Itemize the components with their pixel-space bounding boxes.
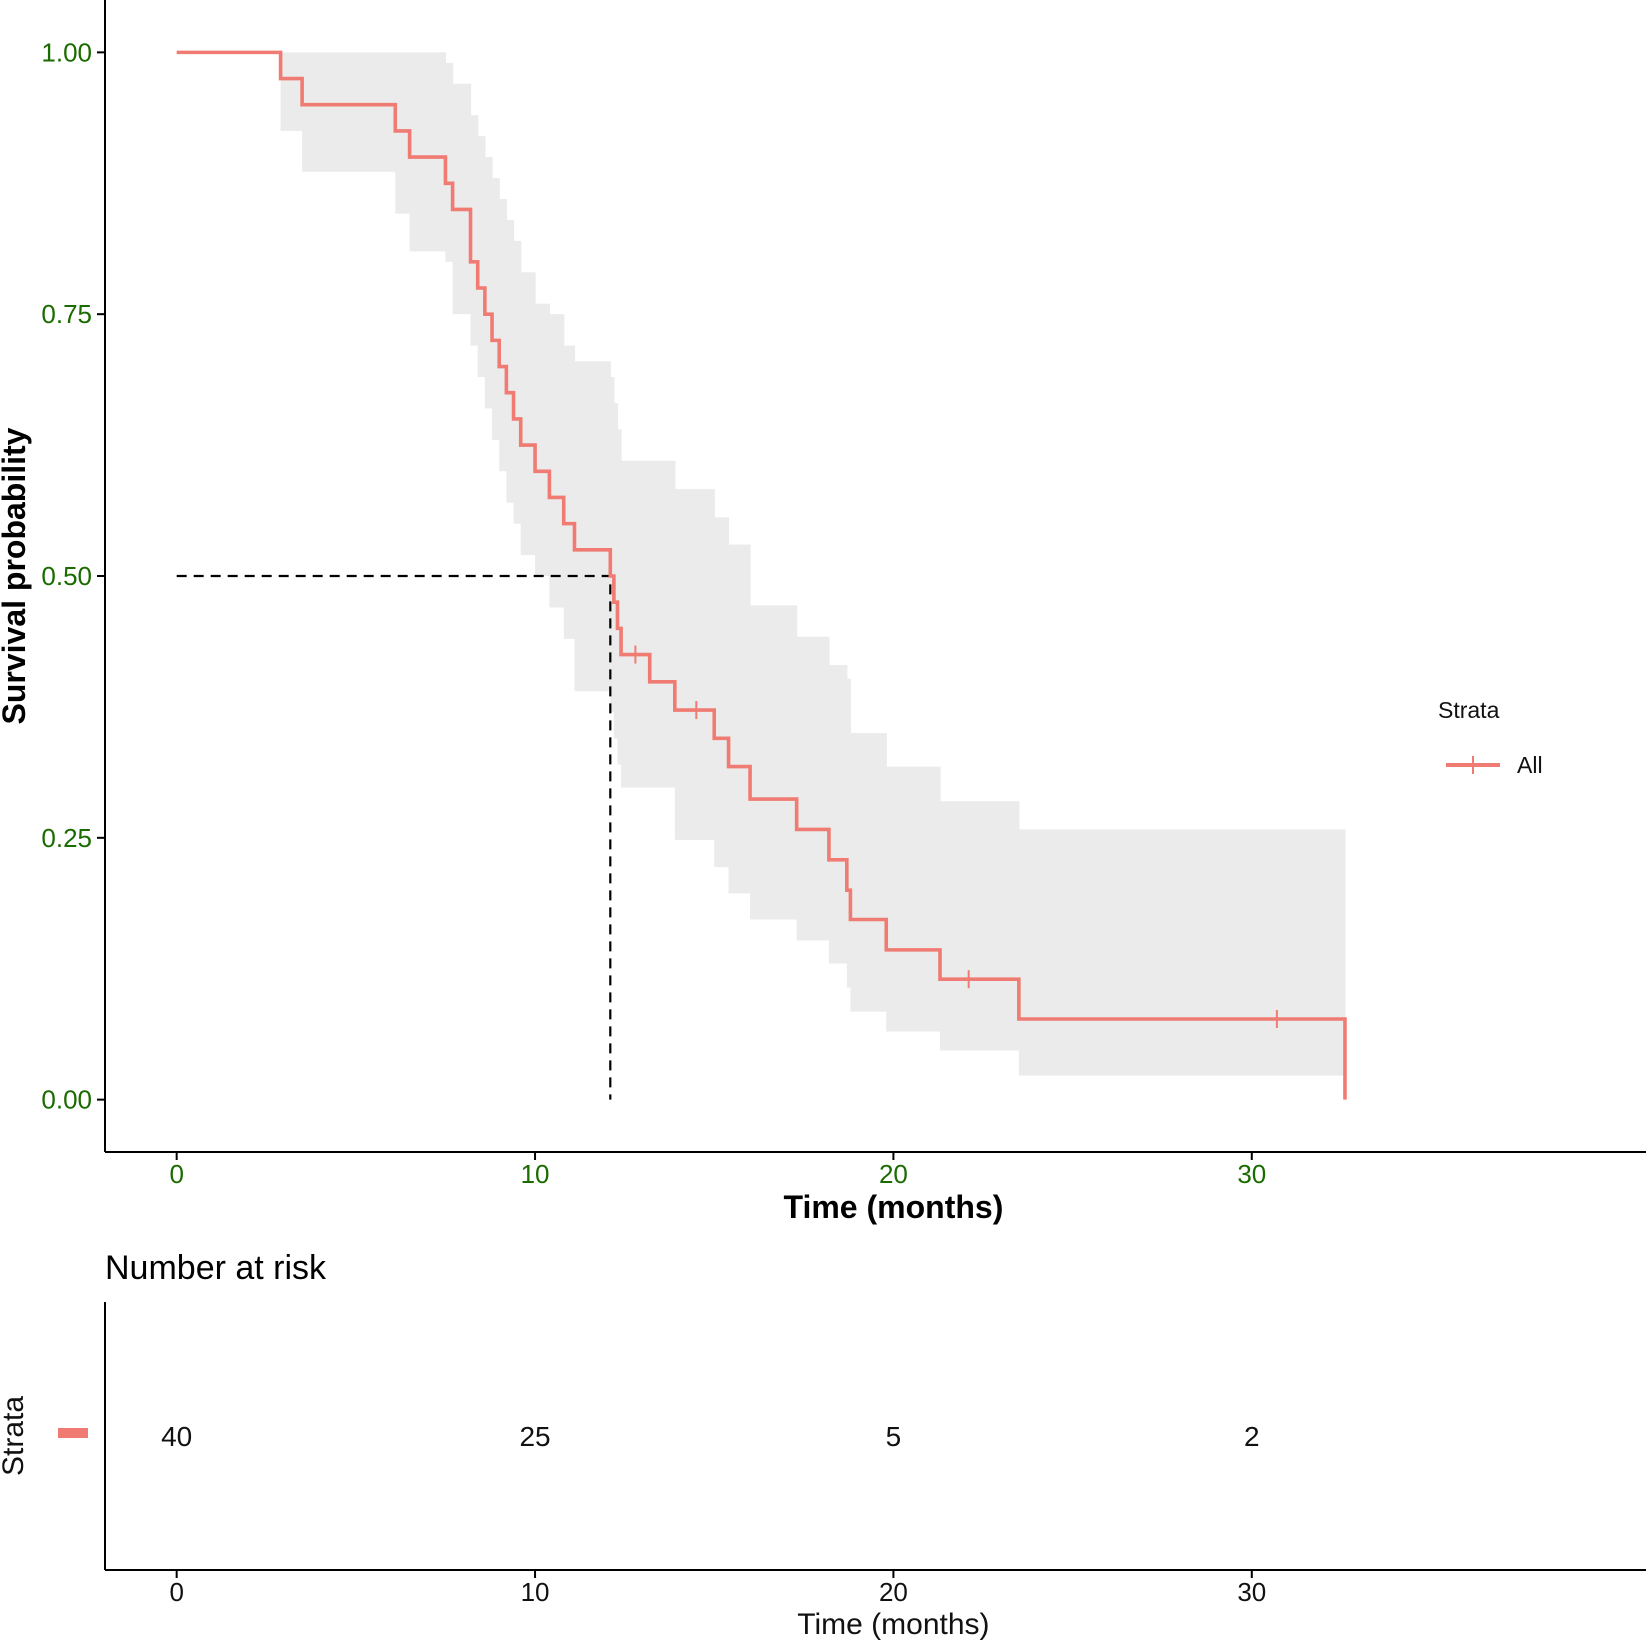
legend-title: Strata (1438, 697, 1500, 723)
ci-band-segment (302, 52, 396, 172)
x-tick-label: 30 (1237, 1159, 1266, 1189)
ci-band-segment (445, 62, 454, 262)
y-axis-title: Survival probability (0, 427, 32, 724)
ci-band-segment (714, 517, 730, 868)
ci-band-segment (470, 115, 479, 346)
x-axis-ticks: 0 10 20 30 (169, 1152, 1266, 1189)
ci-band-segment (617, 429, 622, 765)
ci-band-segment (886, 766, 941, 1032)
survival-curve-all (176, 50, 1347, 1100)
risk-strata-swatch (58, 1428, 88, 1438)
ci-band-segment (940, 801, 1020, 1051)
ci-band-segment (796, 636, 830, 941)
ci-band-segment (492, 178, 500, 440)
y-tick-label: 1.00 (41, 37, 92, 67)
ci-band-segment (750, 605, 798, 920)
ci-band-segment (563, 345, 576, 639)
ci-band-segment (610, 377, 615, 713)
ci-band-segment (506, 219, 515, 503)
risk-table-x-ticks: 0 10 20 30 (169, 1570, 1266, 1607)
x-tick-label: 20 (879, 1159, 908, 1189)
ci-band-segment (1018, 829, 1346, 1076)
ci-band-segment (649, 460, 676, 788)
legend-entry-all: All (1517, 752, 1543, 778)
x-tick-label: 10 (521, 1159, 550, 1189)
x-axis-title: Time (months) (783, 1189, 1003, 1225)
risk-table-y-title: Strata (0, 1396, 30, 1476)
ci-band-segment (850, 733, 887, 1012)
risk-x-tick-label: 0 (169, 1577, 183, 1607)
legend: Strata All (1438, 697, 1543, 778)
risk-x-tick-label: 20 (879, 1577, 908, 1607)
ci-band-segment (280, 52, 303, 131)
ci-band-segment (484, 157, 493, 409)
ci-band-segment (728, 544, 751, 894)
y-tick-label: 0.00 (41, 1085, 92, 1115)
confidence-band (280, 52, 1346, 1076)
ci-band-segment (828, 665, 848, 964)
censor-marks (634, 645, 1278, 1028)
y-tick-label: 0.25 (41, 823, 92, 853)
risk-table: Number at risk 40 25 5 2 0 10 20 30 Strata Tim… (0, 1249, 1646, 1641)
risk-count: 5 (886, 1421, 902, 1452)
survival-plot: 0.00 0.25 0.50 0.75 1.00 0 10 20 30 Survival pr… (0, 0, 1646, 1225)
y-tick-label: 0.50 (41, 561, 92, 591)
ci-band-segment (574, 361, 611, 692)
x-tick-label: 0 (169, 1159, 183, 1189)
risk-count: 40 (161, 1421, 192, 1452)
ci-band-segment (621, 460, 651, 788)
y-tick-label: 0.75 (41, 299, 92, 329)
risk-table-x-title: Time (months) (797, 1608, 989, 1641)
ci-band-segment (513, 240, 522, 524)
ci-band-segment (846, 678, 852, 988)
risk-table-title: Number at risk (105, 1249, 327, 1287)
y-axis-ticks: 0.00 0.25 0.50 0.75 1.00 (41, 37, 105, 1115)
ci-band-segment (477, 136, 486, 378)
ci-band-segment (499, 198, 507, 472)
ci-band-segment (674, 489, 715, 840)
ci-band-segment (520, 272, 536, 556)
ci-band-segment (395, 52, 411, 214)
risk-count: 2 (1244, 1421, 1260, 1452)
ci-band-segment (549, 314, 565, 608)
risk-count: 25 (519, 1421, 550, 1452)
risk-x-tick-label: 10 (521, 1577, 550, 1607)
ci-band-segment (535, 303, 550, 576)
ci-band-segment (409, 52, 447, 252)
risk-x-tick-label: 30 (1237, 1577, 1266, 1607)
ci-band-segment (613, 403, 619, 739)
risk-table-values: 40 25 5 2 (161, 1421, 1259, 1452)
median-reference-line (176, 574, 612, 1100)
ci-band-segment (452, 83, 472, 315)
